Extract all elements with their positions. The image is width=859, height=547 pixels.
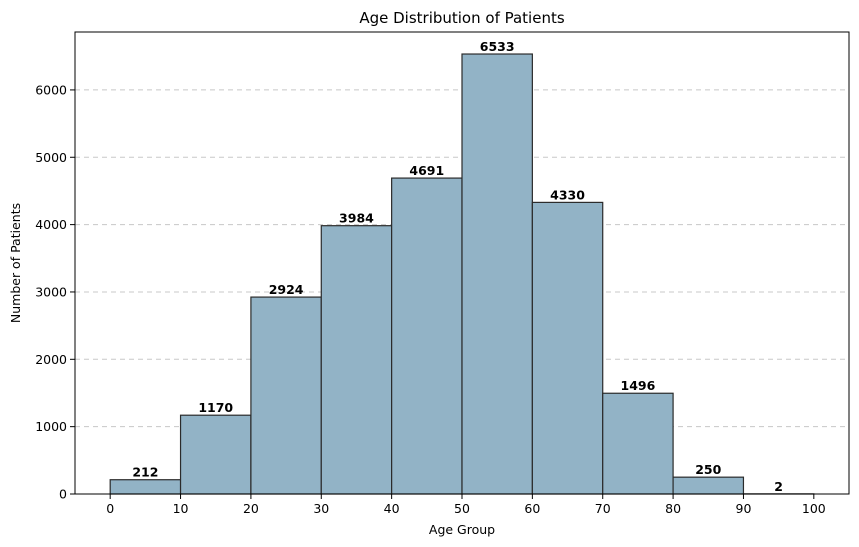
- y-tick-label-0: 0: [59, 487, 67, 502]
- bars: [109, 53, 815, 495]
- bar-value-label-7: 1496: [621, 378, 656, 393]
- bar-8: [672, 476, 745, 495]
- x-tick-label-3: 30: [313, 501, 329, 516]
- y-tick-label-3: 3000: [35, 284, 67, 299]
- bar-7: [602, 392, 674, 495]
- bar-4: [391, 177, 463, 495]
- y-tick-label-4: 4000: [35, 217, 67, 232]
- bar-6: [531, 201, 604, 495]
- bar-5: [461, 53, 533, 495]
- y-axis-label: Number of Patients: [8, 203, 23, 323]
- x-tick-label-5: 50: [454, 501, 470, 516]
- bar-value-label-9: 2: [774, 479, 783, 494]
- x-axis-label: Age Group: [429, 522, 495, 537]
- y-tick-label-5: 5000: [35, 150, 67, 165]
- bar-value-label-5: 6533: [480, 39, 515, 54]
- x-tick-label-8: 80: [665, 501, 681, 516]
- bar-value-label-6: 4330: [550, 187, 585, 202]
- bar-0: [109, 479, 182, 495]
- x-tick-label-4: 40: [384, 501, 400, 516]
- y-tick-label-1: 1000: [35, 419, 67, 434]
- y-axis-ticks: 0 1000 2000 3000 4000 5000 6000: [35, 82, 75, 502]
- x-tick-label-1: 10: [173, 501, 189, 516]
- bar-value-label-3: 3984: [339, 211, 374, 226]
- bar-value-label-0: 212: [132, 465, 158, 480]
- y-tick-label-6: 6000: [35, 82, 67, 97]
- x-tick-label-10: 100: [802, 501, 826, 516]
- bar-value-label-2: 2924: [269, 282, 304, 297]
- y-tick-label-2: 2000: [35, 352, 67, 367]
- bar-1: [179, 414, 252, 495]
- x-tick-label-2: 20: [243, 501, 259, 516]
- bar-value-label-1: 1170: [198, 400, 233, 415]
- x-tick-label-0: 0: [106, 501, 114, 516]
- bar-value-label-8: 250: [695, 462, 721, 477]
- chart-title: Age Distribution of Patients: [359, 9, 565, 27]
- x-axis-ticks: 0 10 20 30 40 50 60 70 80 90 100: [106, 494, 826, 516]
- x-tick-label-9: 90: [736, 501, 752, 516]
- bar-value-label-4: 4691: [409, 163, 444, 178]
- bar-2: [250, 296, 322, 495]
- x-tick-label-7: 70: [595, 501, 611, 516]
- x-tick-label-6: 60: [524, 501, 540, 516]
- bar-value-labels: 212 1170 2924 3984 4691 6533 4330 1496 250 2: [132, 39, 783, 494]
- bar-3: [320, 225, 393, 495]
